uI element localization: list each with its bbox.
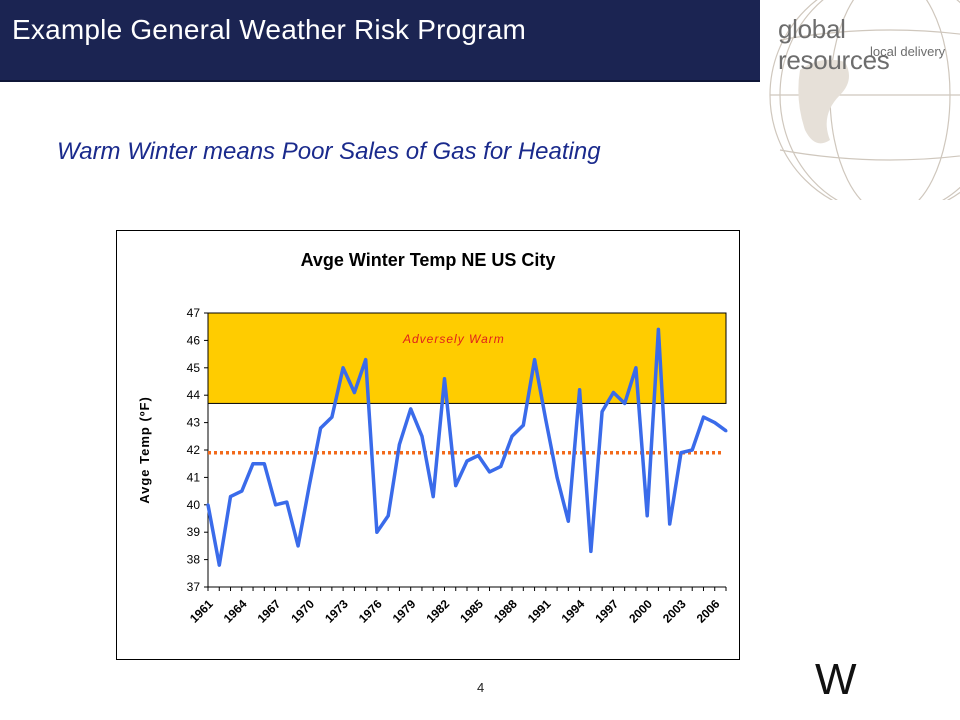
y-tick-label: 46 — [187, 333, 201, 347]
data-point — [251, 462, 255, 466]
temperature-chart: Avge Winter Temp NE US City Adversely War… — [137, 250, 728, 626]
x-tick-label: 1961 — [187, 597, 216, 626]
data-point — [206, 503, 210, 507]
x-tick-label: 1973 — [322, 597, 351, 626]
y-tick-label: 44 — [187, 388, 201, 402]
data-point — [623, 401, 627, 405]
x-tick-label: 2000 — [626, 597, 655, 626]
data-point — [454, 484, 458, 488]
data-point — [589, 549, 593, 553]
logo-text: global resources — [778, 14, 890, 75]
x-tick-label: 1979 — [390, 597, 419, 626]
footer-mark: W — [815, 655, 857, 704]
data-point — [352, 390, 356, 394]
data-point — [679, 451, 683, 455]
data-point — [431, 495, 435, 499]
data-point — [229, 495, 233, 499]
band-label: Adversely Warm — [402, 332, 505, 346]
data-point — [544, 418, 548, 422]
y-tick-label: 45 — [187, 361, 201, 375]
x-tick-label: 1985 — [457, 597, 486, 626]
y-tick-label: 39 — [187, 525, 201, 539]
data-point — [420, 434, 424, 438]
x-tick-label: 1967 — [255, 597, 284, 626]
data-point — [656, 327, 660, 331]
data-point — [319, 426, 323, 430]
data-point — [566, 519, 570, 523]
data-point — [499, 464, 503, 468]
x-tick-label: 1994 — [559, 597, 588, 626]
data-point — [668, 522, 672, 526]
y-tick-label: 41 — [187, 470, 201, 484]
data-point — [296, 544, 300, 548]
data-point — [217, 563, 221, 567]
chart-title: Avge Winter Temp NE US City — [301, 250, 556, 270]
x-tick-label: 1970 — [288, 597, 317, 626]
header-bar: Example General Weather Risk Program — [0, 0, 760, 82]
x-tick-label: 1988 — [491, 597, 520, 626]
data-point — [476, 453, 480, 457]
data-point — [364, 358, 368, 362]
x-tick-label: 2006 — [694, 597, 723, 626]
slide-subtitle: Warm Winter means Poor Sales of Gas for … — [57, 138, 601, 165]
page-number: 4 — [477, 680, 485, 695]
page-title: Example General Weather Risk Program — [12, 14, 526, 45]
data-point — [307, 484, 311, 488]
data-point — [442, 377, 446, 381]
y-axis-label: Avge Temp (ºF) — [137, 396, 152, 504]
x-tick-label: 1982 — [423, 597, 452, 626]
data-point — [634, 366, 638, 370]
data-point — [510, 434, 514, 438]
data-point — [330, 415, 334, 419]
data-point — [409, 407, 413, 411]
y-tick-label: 42 — [187, 443, 201, 457]
data-point — [488, 470, 492, 474]
data-point — [262, 462, 266, 466]
data-point — [341, 366, 345, 370]
adversely-warm-band — [207, 312, 727, 404]
data-point — [285, 500, 289, 504]
data-point — [701, 415, 705, 419]
logo-tagline: local delivery — [870, 44, 946, 59]
y-tick-label: 37 — [187, 580, 201, 594]
data-point — [375, 530, 379, 534]
data-point — [240, 489, 244, 493]
data-point — [397, 443, 401, 447]
data-point — [386, 514, 390, 518]
y-tick-label: 38 — [187, 553, 201, 567]
x-tick-label: 1964 — [221, 597, 250, 626]
chart-frame: Avge Winter Temp NE US City Adversely War… — [116, 230, 740, 660]
data-point — [521, 423, 525, 427]
data-point — [555, 475, 559, 479]
data-point — [465, 459, 469, 463]
data-point — [690, 448, 694, 452]
x-tick-label: 1991 — [525, 597, 554, 626]
data-point — [645, 514, 649, 518]
x-tick-label: 2003 — [660, 597, 689, 626]
data-point — [274, 503, 278, 507]
y-tick-label: 40 — [187, 498, 201, 512]
x-tick-label: 1997 — [592, 597, 621, 626]
data-point — [713, 421, 717, 425]
y-tick-label: 47 — [187, 306, 201, 320]
data-point — [578, 388, 582, 392]
data-point — [724, 429, 728, 433]
data-point — [533, 358, 537, 362]
data-point — [611, 390, 615, 394]
x-tick-label: 1976 — [356, 597, 385, 626]
y-tick-label: 43 — [187, 416, 201, 430]
data-point — [600, 410, 604, 414]
